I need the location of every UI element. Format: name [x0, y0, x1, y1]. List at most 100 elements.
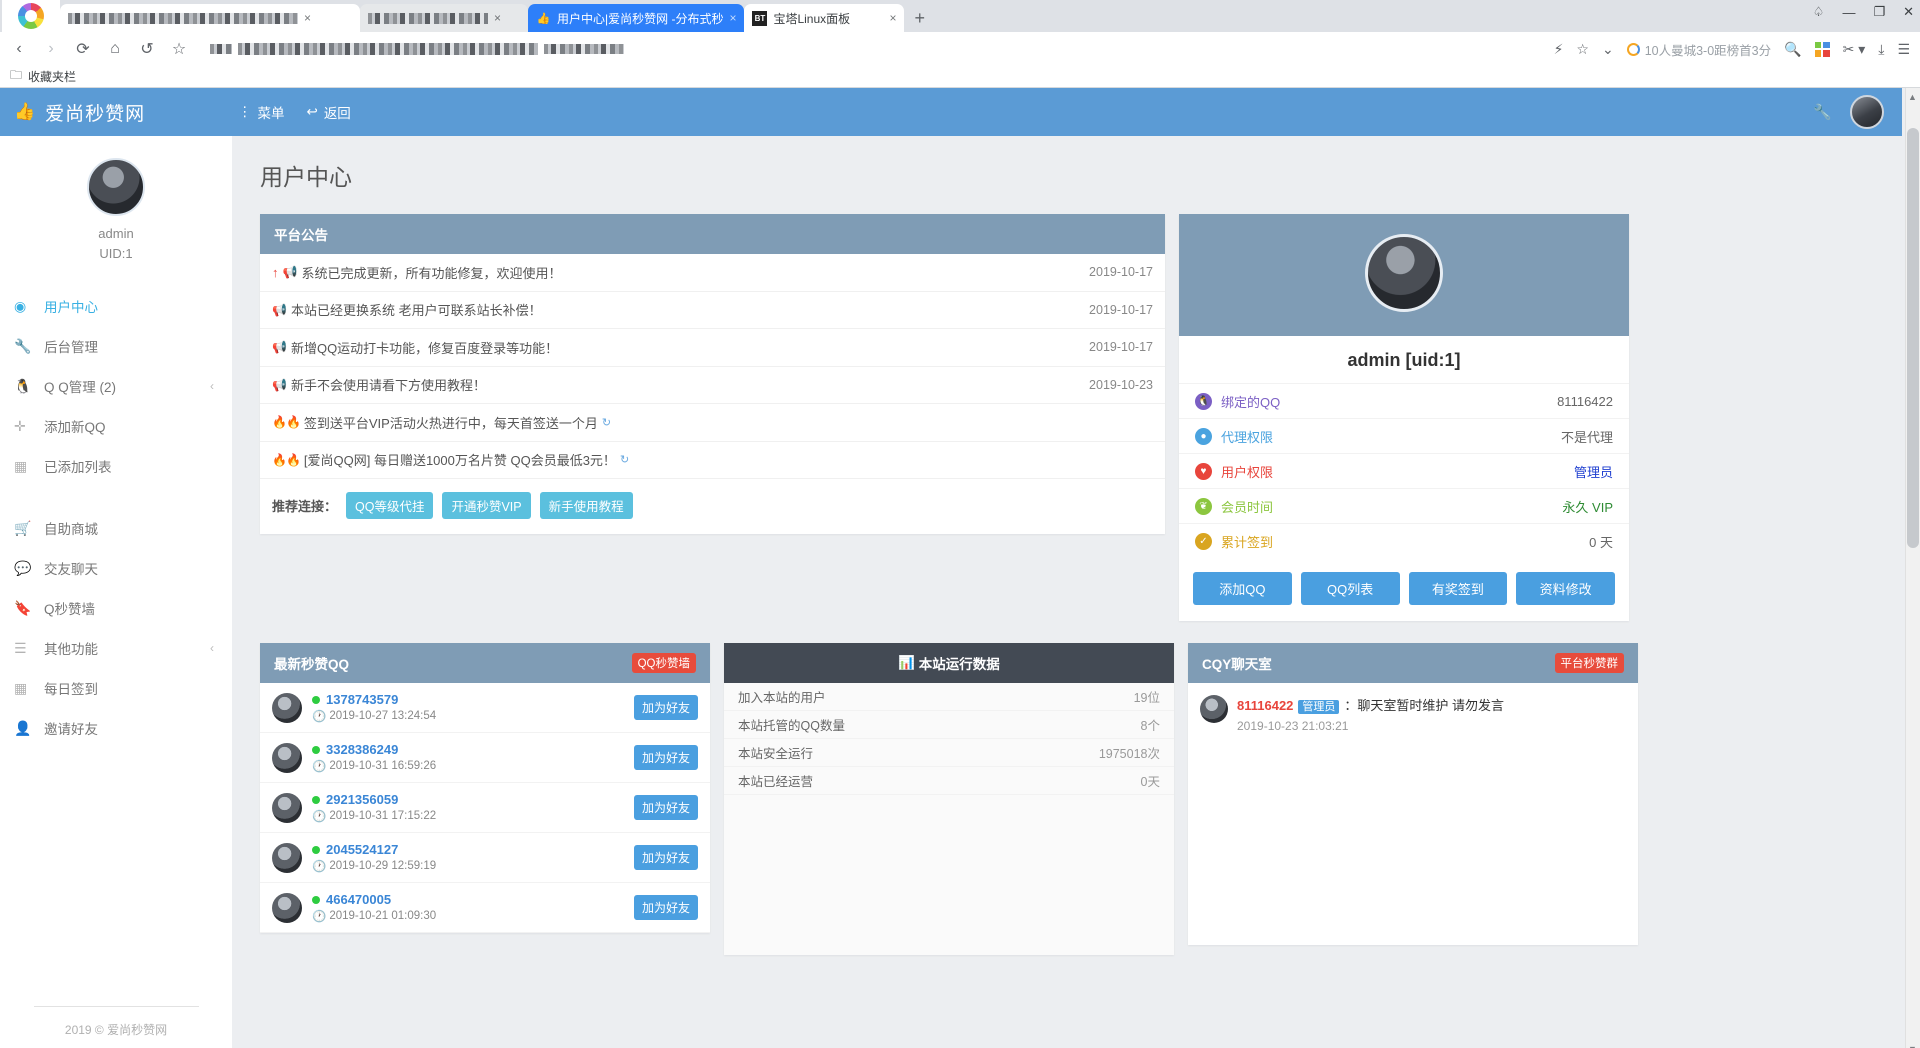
edit-profile-button[interactable]: 资料修改 — [1516, 572, 1615, 605]
thumbs-up-icon: 👍 — [536, 12, 551, 25]
close-icon[interactable]: ✕ — [1903, 4, 1914, 19]
announcement-row[interactable]: 🔥🔥 签到送平台VIP活动火热进行中，每天首签送一个月 ↻ — [260, 404, 1165, 442]
sidebar-item-wall[interactable]: 🔖 Q秒赞墙 — [0, 588, 232, 628]
qq-number[interactable]: 3328386249 — [326, 742, 399, 757]
avatar — [1200, 695, 1228, 723]
bookmark-bar-label[interactable]: 收藏夹栏 — [28, 70, 77, 84]
heart-icon: ♥ — [1195, 462, 1212, 480]
user-info-value[interactable]: 管理员 — [1573, 464, 1613, 480]
scrollbar-thumb[interactable] — [1907, 128, 1919, 548]
sidebar-item-daily-signin[interactable]: ▦ 每日签到 — [0, 668, 232, 708]
browser-tab-2[interactable]: × — [360, 4, 528, 32]
sidebar-item-invite[interactable]: 👤 邀请好友 — [0, 708, 232, 748]
announcement-date: 2019-10-23 — [1089, 377, 1153, 392]
sidebar-item-other[interactable]: ☰ 其他功能 ‹ — [0, 628, 232, 668]
add-qq-button[interactable]: 添加QQ — [1193, 572, 1292, 605]
avatar[interactable] — [1365, 234, 1443, 312]
qq-number[interactable]: 2045524127 — [326, 842, 399, 857]
chevron-down-icon[interactable]: ⌄ — [1601, 40, 1614, 57]
home-icon[interactable]: ⌂ — [110, 40, 120, 57]
page-scrollbar[interactable]: ▲ ▼ — [1905, 88, 1920, 1048]
announcement-row[interactable]: 📢 新手不会使用请看下方使用教程！ 2019-10-23 — [260, 367, 1165, 404]
qq-list-button[interactable]: QQ列表 — [1300, 572, 1400, 605]
announcement-row[interactable]: 🔥🔥 [爱尚QQ网] 每日赠送1000万名片赞 QQ会员最低3元！ ↻ — [260, 442, 1165, 479]
avatar[interactable] — [87, 158, 145, 216]
star-icon[interactable]: ☆ — [171, 41, 187, 58]
add-friend-button[interactable]: 加为好友 — [633, 895, 698, 920]
microsoft-squares-icon[interactable] — [1814, 41, 1830, 57]
download-icon[interactable]: ⤓ — [1878, 40, 1885, 57]
back-icon[interactable]: ‹ — [16, 40, 22, 57]
close-icon[interactable]: × — [494, 11, 502, 25]
user-card-panel: admin [uid:1] 🐧 绑定的QQ 81116422 ● 代理权限 不是… — [1179, 214, 1629, 621]
browser-tab-4[interactable]: BT 宝塔Linux面板 × — [744, 4, 905, 32]
status-badge[interactable]: 平台秒赞群 — [1554, 653, 1624, 673]
sidebar-brand[interactable]: 👍 爱尚秒赞网 — [0, 88, 232, 136]
sidebar-item-admin[interactable]: 🔧 后台管理 — [0, 326, 232, 366]
link-button-tutorial[interactable]: 新手使用教程 — [539, 492, 633, 519]
scissors-icon[interactable]: ✂ ▾ — [1842, 40, 1866, 57]
sidebar-item-shop[interactable]: 🛒 自助商城 — [0, 508, 232, 548]
wrench-icon[interactable]: 🔧 — [1813, 104, 1832, 121]
star-outline-icon[interactable]: ☆ — [1576, 40, 1589, 57]
fire-icon: 🔥🔥 — [272, 452, 301, 467]
qq-number[interactable]: 2921356059 — [326, 792, 399, 807]
link-button-vip[interactable]: 开通秒赞VIP — [442, 492, 531, 519]
announcement-row[interactable]: 📢 新增QQ运动打卡功能，修复百度登录等功能！ 2019-10-17 — [260, 329, 1165, 367]
chat-body: 81116422 管理员 ：聊天室暂时维护 请勿发言 2019-10-23 21:0… — [1188, 683, 1638, 745]
menu-button[interactable]: ⋮ 菜单 — [238, 102, 285, 122]
refresh-icon[interactable]: ↻ — [619, 454, 630, 467]
search-box[interactable]: 10人曼城3-0距榜首3分 — [1626, 40, 1772, 59]
qq-number[interactable]: 1378743579 — [326, 692, 399, 707]
signin-reward-button[interactable]: 有奖签到 — [1408, 572, 1508, 605]
minimize-icon[interactable]: — — [1842, 4, 1856, 20]
magnifier-icon[interactable]: 🔍 — [1784, 40, 1802, 57]
reload-icon[interactable]: ⟳ — [76, 41, 90, 58]
sidebar-item-label: 添加新QQ — [44, 420, 106, 435]
address-bar[interactable] — [202, 38, 1540, 60]
chat-user-id[interactable]: 81116422 — [1237, 698, 1294, 713]
browser-tab-active[interactable]: 👍 用户中心|爱尚秒赞网 -分布式秒 × — [528, 4, 745, 32]
refresh-icon[interactable]: ↻ — [601, 416, 612, 429]
agent-icon: ● — [1195, 427, 1212, 445]
add-friend-button[interactable]: 加为好友 — [633, 745, 698, 770]
lightning-icon[interactable]: ⚡ — [1553, 40, 1564, 57]
sidebar-item-added-list[interactable]: ▦ 已添加列表 — [0, 446, 232, 486]
announcement-row[interactable]: ↑ 📢 系统已完成更新，所有功能修复，欢迎使用！ 2019-10-17 — [260, 254, 1165, 292]
avatar[interactable] — [1850, 95, 1884, 129]
latest-qq-panel: 最新秒赞QQ QQ秒赞墙 1378743579 🕐 2019-10-27 13:2… — [260, 643, 710, 933]
close-icon[interactable]: × — [889, 11, 897, 25]
close-icon[interactable]: × — [304, 11, 312, 25]
sidebar-item-user-center[interactable]: ◉ 用户中心 — [0, 286, 232, 326]
qq-penguin-icon: 🐧 — [14, 377, 32, 394]
chevron-down-icon[interactable]: ▼ — [1908, 1044, 1917, 1048]
sidebar-item-chat[interactable]: 💬 交友聊天 — [0, 548, 232, 588]
menu-icon[interactable]: ☰ — [1897, 40, 1910, 57]
user-card-header — [1179, 214, 1629, 336]
sidebar-item-add-qq[interactable]: ✛ 添加新QQ — [0, 406, 232, 446]
user-info-label: 绑定的QQ — [1221, 394, 1281, 410]
search-input[interactable]: 10人曼城3-0距榜首3分 — [1644, 43, 1772, 58]
shirt-icon[interactable]: ♤ — [1812, 4, 1825, 19]
announcement-row[interactable]: 📢 本站已经更换系统 老用户可联系站长补偿！ 2019-10-17 — [260, 292, 1165, 329]
history-icon[interactable]: ↺ — [140, 41, 154, 58]
add-friend-button[interactable]: 加为好友 — [633, 845, 698, 870]
chevron-up-icon[interactable]: ▲ — [1908, 92, 1917, 102]
user-card-buttons: 添加QQ QQ列表 有奖签到 资料修改 — [1179, 558, 1629, 621]
close-icon[interactable]: × — [729, 11, 737, 25]
forward-icon[interactable]: › — [48, 40, 54, 57]
add-friend-button[interactable]: 加为好友 — [633, 795, 698, 820]
cart-icon: 🛒 — [14, 519, 32, 536]
sidebar-item-label: 用户中心 — [44, 300, 98, 315]
browser-tab-1[interactable]: × — [60, 4, 360, 32]
link-button-qq-level[interactable]: QQ等级代挂 — [346, 492, 434, 519]
menu-label: 菜单 — [257, 106, 285, 121]
back-button[interactable]: ↩ 返回 — [307, 102, 351, 122]
status-badge[interactable]: QQ秒赞墙 — [631, 653, 696, 673]
add-friend-button[interactable]: 加为好友 — [633, 695, 698, 720]
new-tab-button[interactable]: + — [914, 8, 925, 28]
qq-number[interactable]: 466470005 — [326, 892, 392, 907]
tab-title-redacted — [68, 12, 298, 24]
sidebar-item-qq-manage[interactable]: 🐧 Q Q管理 (2) ‹ — [0, 366, 232, 406]
maximize-icon[interactable]: ❐ — [1873, 4, 1886, 19]
